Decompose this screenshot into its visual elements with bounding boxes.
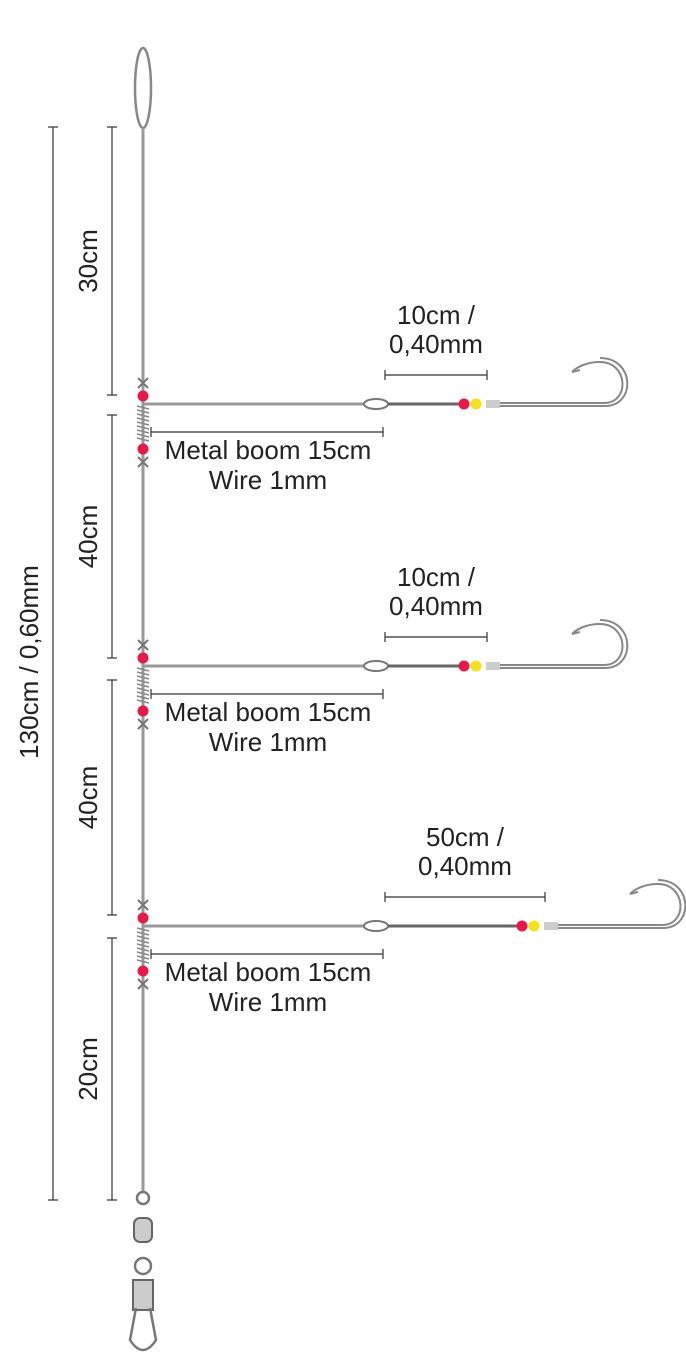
coil	[136, 931, 150, 936]
snood-label: 50cm /	[426, 822, 505, 852]
bead-yellow	[470, 398, 482, 410]
coil	[136, 667, 150, 672]
coil	[136, 935, 150, 940]
coil	[136, 955, 150, 960]
bead-red	[458, 398, 470, 410]
coil	[136, 437, 150, 442]
coil	[136, 691, 150, 696]
snap-loop	[128, 1307, 158, 1352]
segment-label: 40cm	[73, 505, 103, 569]
bead-red	[516, 920, 528, 932]
coil	[136, 939, 150, 944]
swivel-barrel	[133, 1217, 153, 1243]
bead-red	[137, 652, 149, 664]
coil	[136, 417, 150, 422]
bead-yellow	[528, 920, 540, 932]
boom-eye	[363, 920, 389, 932]
crimp	[137, 377, 149, 389]
segment-label: 30cm	[73, 229, 103, 293]
boom-label: Wire 1mm	[209, 465, 327, 495]
boom-label: Metal boom 15cm	[165, 957, 372, 987]
bead-red	[137, 965, 149, 977]
bead-red	[137, 705, 149, 717]
sleeve	[544, 922, 558, 930]
snood-label: 10cm /	[397, 562, 476, 592]
sleeve	[486, 400, 500, 408]
snood-label: 0,40mm	[389, 329, 483, 359]
boom-label: Metal boom 15cm	[165, 697, 372, 727]
crimp	[137, 899, 149, 911]
boom-label: Wire 1mm	[209, 727, 327, 757]
coil	[136, 429, 150, 434]
boom-label: Wire 1mm	[209, 987, 327, 1017]
snood-label: 0,40mm	[389, 591, 483, 621]
boom-label: Metal boom 15cm	[165, 435, 372, 465]
segment-label: 20cm	[73, 1037, 103, 1101]
segment-label: 40cm	[73, 766, 103, 830]
snap-body	[132, 1279, 154, 1311]
coil	[136, 959, 150, 964]
crimp	[137, 978, 149, 990]
bead-red	[137, 390, 149, 402]
snood-label: 10cm /	[397, 300, 476, 330]
crimp	[137, 718, 149, 730]
coil	[136, 671, 150, 676]
coil	[136, 951, 150, 956]
coil	[136, 413, 150, 418]
bead-red	[137, 912, 149, 924]
total-label: 130cm / 0,60mm	[14, 565, 44, 759]
coil	[136, 421, 150, 426]
coil	[136, 675, 150, 680]
boom-eye	[363, 398, 389, 410]
boom-eye	[363, 660, 389, 672]
coil	[136, 433, 150, 438]
snood-label: 0,40mm	[418, 851, 512, 881]
sleeve	[486, 662, 500, 670]
hook	[500, 619, 629, 669]
coil	[136, 927, 150, 932]
bead-yellow	[470, 660, 482, 672]
coil	[136, 947, 150, 952]
coil	[136, 409, 150, 414]
swivel-ring	[135, 1190, 151, 1206]
coil	[136, 679, 150, 684]
bead-red	[458, 660, 470, 672]
bead-red	[137, 443, 149, 455]
hook	[500, 357, 629, 407]
coil	[136, 405, 150, 410]
crimp	[137, 639, 149, 651]
coil	[136, 699, 150, 704]
coil	[136, 425, 150, 430]
coil	[136, 695, 150, 700]
coil	[136, 687, 150, 692]
coil	[136, 943, 150, 948]
hook	[558, 879, 686, 929]
snap-ring	[133, 1256, 153, 1276]
top-loop	[133, 46, 153, 130]
crimp	[137, 456, 149, 468]
coil	[136, 683, 150, 688]
